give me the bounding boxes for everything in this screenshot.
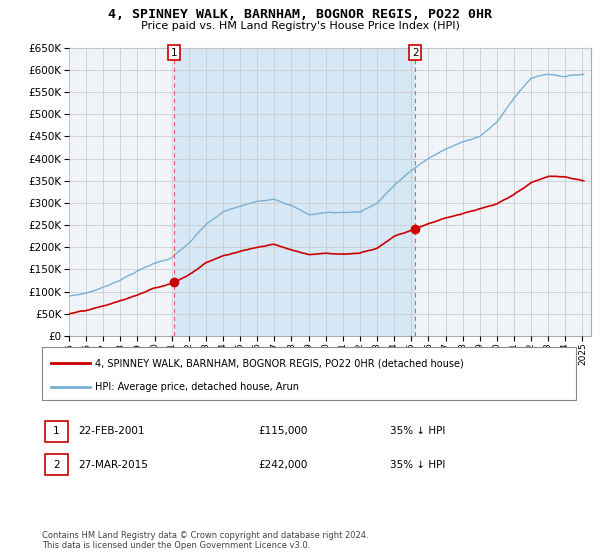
Text: 4, SPINNEY WALK, BARNHAM, BOGNOR REGIS, PO22 0HR: 4, SPINNEY WALK, BARNHAM, BOGNOR REGIS, … <box>108 8 492 21</box>
Text: 35% ↓ HPI: 35% ↓ HPI <box>390 460 445 470</box>
Text: 4, SPINNEY WALK, BARNHAM, BOGNOR REGIS, PO22 0HR (detached house): 4, SPINNEY WALK, BARNHAM, BOGNOR REGIS, … <box>95 358 464 368</box>
Text: 1: 1 <box>53 426 60 436</box>
Text: 2: 2 <box>412 48 419 58</box>
Text: HPI: Average price, detached house, Arun: HPI: Average price, detached house, Arun <box>95 382 299 392</box>
Bar <box>174 48 415 336</box>
Text: £115,000: £115,000 <box>258 426 307 436</box>
Text: Price paid vs. HM Land Registry's House Price Index (HPI): Price paid vs. HM Land Registry's House … <box>140 21 460 31</box>
Text: 22-FEB-2001: 22-FEB-2001 <box>78 426 145 436</box>
Text: 35% ↓ HPI: 35% ↓ HPI <box>390 426 445 436</box>
Text: Contains HM Land Registry data © Crown copyright and database right 2024.
This d: Contains HM Land Registry data © Crown c… <box>42 530 368 550</box>
Text: 27-MAR-2015: 27-MAR-2015 <box>78 460 148 470</box>
Text: 1: 1 <box>171 48 178 58</box>
Text: £242,000: £242,000 <box>258 460 307 470</box>
Text: 2: 2 <box>53 460 60 470</box>
